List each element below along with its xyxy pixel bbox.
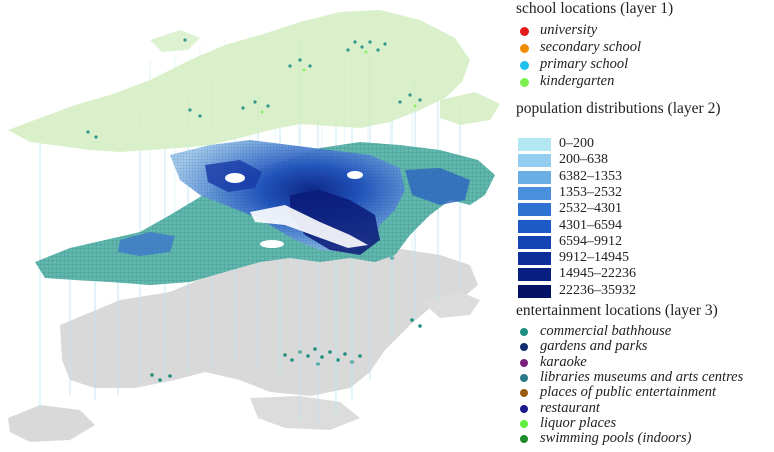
secondary-school-marker-icon	[520, 44, 529, 53]
entertainment-legend-title: entertainment locations (layer 3)	[516, 302, 718, 319]
school-points-green	[260, 50, 417, 114]
population-range-label: 4301–6594	[559, 217, 622, 233]
population-range-label: 2532–4301	[559, 201, 622, 217]
entertainment-island-east	[420, 292, 480, 318]
population-swatch-icon	[518, 284, 551, 298]
entertainment-points	[150, 250, 422, 382]
kindergarten-marker-icon	[520, 78, 529, 87]
harbour-gap	[250, 205, 368, 248]
entertainment-category-label: karaoke	[540, 353, 587, 370]
stacked-map-layers	[8, 10, 500, 442]
population-swatch-icon	[518, 170, 551, 184]
population-range-label: 200–638	[559, 152, 608, 168]
entertainment-category-label: commercial bathhouse	[540, 323, 672, 339]
entertainment-marker-icon	[520, 419, 528, 428]
entertainment-category-label: places of public entertainment	[540, 384, 716, 401]
entertainment-category-label: libraries museums and arts centres	[540, 368, 744, 385]
school-island-north	[150, 30, 200, 52]
university-marker-icon	[520, 27, 529, 36]
entertainment-marker-icon	[520, 373, 528, 382]
population-swatch-icon	[518, 154, 551, 168]
entertainment-marker-icon	[520, 328, 528, 336]
population-holes	[225, 171, 363, 248]
entertainment-category-label: gardens and parks	[540, 338, 648, 355]
population-swatch-icon	[518, 186, 551, 200]
primary-school-marker-icon	[520, 61, 529, 70]
population-swatch-icon	[518, 138, 551, 151]
map-svg	[8, 10, 500, 442]
school-legend-title: school locations (layer 1)	[516, 0, 674, 17]
entertainment-marker-icon	[520, 358, 528, 367]
entertainment-marker-icon	[520, 343, 528, 352]
population-range-label: 6382–1353	[559, 168, 622, 184]
population-range-label: 14945–22236	[559, 266, 636, 282]
population-swatch-icon	[518, 219, 551, 233]
population-dense-district	[290, 190, 380, 255]
entertainment-category-label: swimming pools (indoors)	[540, 430, 692, 447]
legend: school locations (layer 1) university se…	[516, 0, 744, 447]
entertainment-marker-icon	[520, 404, 528, 413]
entertainment-category-label: restaurant	[540, 399, 600, 416]
school-landmass-main	[8, 10, 470, 152]
population-range-label: 6594–9912	[559, 233, 622, 249]
population-west-mid	[118, 232, 175, 256]
population-swatch-icon	[518, 203, 551, 217]
population-east-blue	[405, 168, 470, 205]
entertainment-island-west	[8, 405, 95, 442]
population-layer	[35, 140, 495, 285]
entertainment-marker-icon	[520, 435, 528, 444]
school-layer	[8, 10, 500, 152]
population-swatch-icon	[518, 235, 551, 249]
entertainment-category-label: liquor places	[540, 414, 617, 431]
population-swatch-icon	[518, 268, 551, 282]
population-swatch-icon	[518, 252, 551, 266]
school-island-east	[440, 92, 500, 125]
population-range-label: 0–200	[559, 136, 594, 151]
school-points-teal	[86, 38, 422, 139]
population-range-label: 1353–2532	[559, 184, 622, 200]
entertainment-island-south	[250, 396, 360, 430]
entertainment-marker-icon	[520, 389, 528, 398]
population-range-label: 22236–35932	[559, 282, 636, 298]
population-legend-title: population distributions (layer 2)	[516, 100, 721, 117]
population-range-label: 9912–14945	[559, 250, 629, 266]
